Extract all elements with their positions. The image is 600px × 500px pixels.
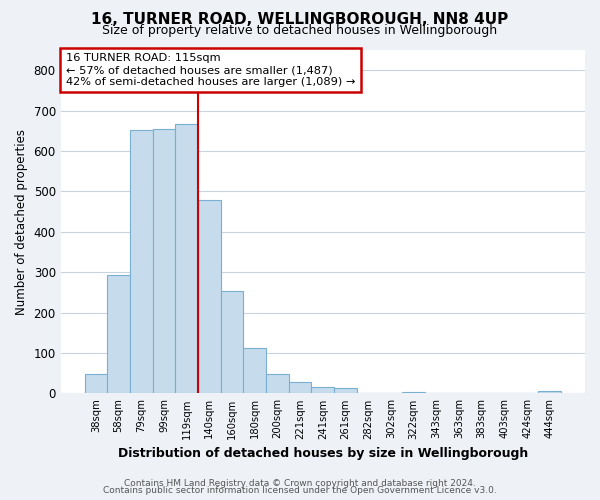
Text: Size of property relative to detached houses in Wellingborough: Size of property relative to detached ho… [103, 24, 497, 37]
Bar [244, 348, 266, 394]
Bar [107, 275, 130, 394]
Bar [85, 374, 107, 394]
Text: Contains public sector information licensed under the Open Government Licence v3: Contains public sector information licen… [103, 486, 497, 495]
Bar [289, 382, 311, 394]
Bar [175, 124, 198, 394]
Bar [266, 374, 289, 394]
Bar [334, 388, 357, 394]
Bar [357, 392, 380, 394]
X-axis label: Distribution of detached houses by size in Wellingborough: Distribution of detached houses by size … [118, 447, 528, 460]
Bar [198, 200, 221, 394]
Bar [130, 130, 152, 394]
Bar [538, 392, 561, 394]
Bar [380, 392, 402, 394]
Bar [311, 388, 334, 394]
Y-axis label: Number of detached properties: Number of detached properties [15, 128, 28, 314]
Text: 16 TURNER ROAD: 115sqm
← 57% of detached houses are smaller (1,487)
42% of semi-: 16 TURNER ROAD: 115sqm ← 57% of detached… [66, 54, 355, 86]
Bar [221, 291, 244, 394]
Bar [402, 392, 425, 394]
Text: 16, TURNER ROAD, WELLINGBOROUGH, NN8 4UP: 16, TURNER ROAD, WELLINGBOROUGH, NN8 4UP [91, 12, 509, 28]
Text: Contains HM Land Registry data © Crown copyright and database right 2024.: Contains HM Land Registry data © Crown c… [124, 478, 476, 488]
Bar [152, 129, 175, 394]
